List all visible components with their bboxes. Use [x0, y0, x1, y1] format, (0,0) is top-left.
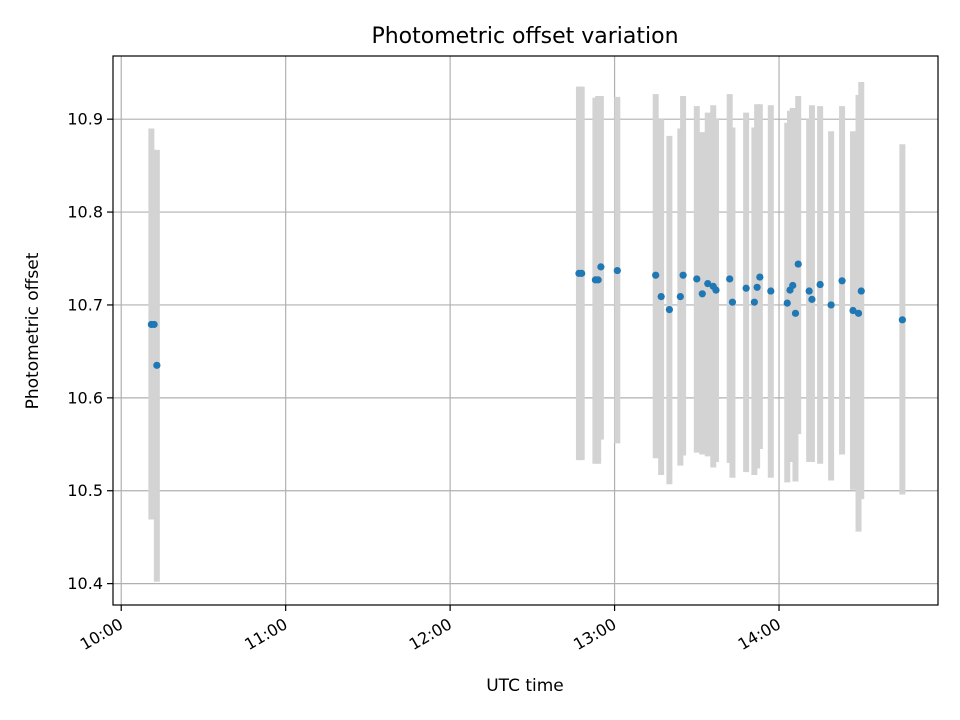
- data-point: [838, 277, 846, 285]
- data-point: [693, 275, 701, 283]
- data-points: [147, 260, 906, 369]
- data-point: [805, 287, 813, 295]
- data-point: [816, 280, 824, 289]
- data-point: [789, 281, 797, 290]
- data-point: [597, 263, 605, 271]
- y-tick-label: 10.9: [67, 110, 103, 129]
- data-point: [857, 287, 865, 295]
- data-point: [578, 269, 586, 277]
- data-point: [712, 286, 720, 294]
- y-tick-label: 10.8: [67, 203, 103, 222]
- y-tick-label: 10.5: [67, 481, 103, 500]
- data-point: [783, 299, 791, 307]
- x-axis-label: UTC time: [486, 676, 564, 696]
- data-point: [756, 273, 764, 281]
- data-point: [726, 275, 734, 283]
- y-axis: 10.4 10.5 10.6 10.7 10.8 10.9: [67, 110, 113, 593]
- y-axis-label: Photometric offset: [23, 252, 43, 409]
- y-tick-label: 10.4: [67, 574, 103, 593]
- data-point: [753, 283, 761, 291]
- data-point: [652, 271, 660, 279]
- data-point: [698, 290, 706, 298]
- data-point: [849, 306, 857, 315]
- data-point: [676, 292, 684, 301]
- data-point: [657, 292, 665, 301]
- data-point: [854, 309, 863, 317]
- data-point: [704, 279, 712, 288]
- data-point: [794, 260, 802, 268]
- data-point: [613, 266, 621, 275]
- data-point: [665, 305, 673, 314]
- data-point: [594, 276, 602, 284]
- data-point: [767, 287, 775, 295]
- y-tick-label: 10.7: [67, 295, 103, 314]
- data-point: [742, 284, 750, 292]
- data-point: [827, 301, 835, 309]
- y-tick-label: 10.6: [67, 388, 103, 407]
- data-point: [750, 298, 758, 306]
- data-point: [808, 295, 816, 303]
- data-point: [728, 298, 737, 306]
- plot-frame: [112, 55, 939, 606]
- data-point: [791, 309, 800, 317]
- data-point: [153, 361, 161, 369]
- data-point: [150, 320, 158, 329]
- chart-title: Photometric offset variation: [371, 24, 678, 49]
- data-point: [679, 271, 687, 279]
- data-point: [898, 316, 906, 324]
